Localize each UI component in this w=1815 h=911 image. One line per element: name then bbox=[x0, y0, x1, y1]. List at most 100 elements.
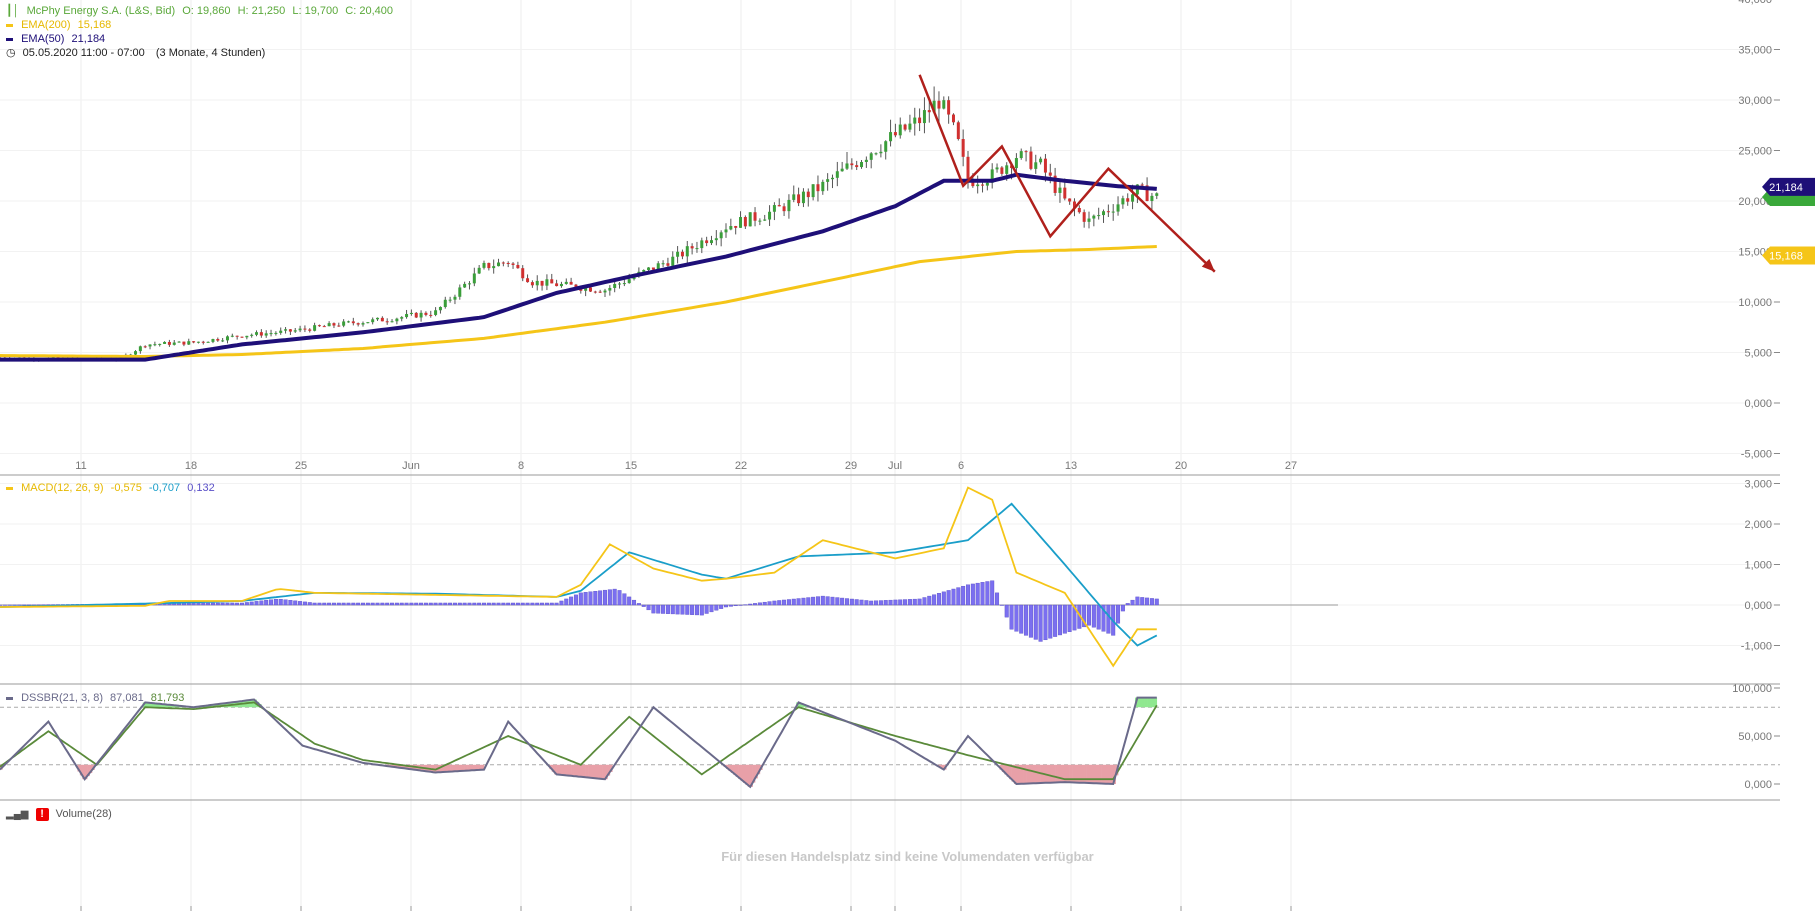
macd-histogram-bar bbox=[341, 602, 346, 606]
dssbr-oversold-fill bbox=[452, 764, 456, 772]
macd-histogram-bar bbox=[530, 602, 535, 606]
dssbr-overbought-fill bbox=[166, 704, 170, 708]
dssbr-overbought-fill bbox=[1154, 697, 1158, 708]
candle-body bbox=[1063, 187, 1067, 199]
candle-body bbox=[1121, 198, 1125, 205]
candle-body bbox=[966, 156, 970, 182]
candle-body bbox=[613, 284, 617, 288]
candle-body bbox=[579, 288, 583, 291]
dssbr-oversold-fill bbox=[755, 764, 758, 779]
dssbr-oversold-fill bbox=[607, 764, 611, 776]
macd-histogram-bar bbox=[482, 602, 487, 606]
dssbr-oversold-fill bbox=[479, 764, 482, 770]
candle-body bbox=[927, 110, 931, 113]
candle-body bbox=[264, 333, 268, 336]
macd-histogram-bar bbox=[225, 602, 230, 606]
macd-histogram-bar bbox=[361, 602, 366, 606]
dssbr-oversold-fill bbox=[733, 764, 736, 775]
dssbr-oversold-fill bbox=[394, 764, 398, 768]
macd-histogram-bar bbox=[927, 595, 932, 606]
candle-body bbox=[163, 341, 167, 344]
candle-body bbox=[608, 287, 612, 291]
dssbr-oversold-fill bbox=[585, 764, 589, 778]
macd-histogram-bar bbox=[1096, 604, 1101, 630]
legend-ema200: EMA(200) 15,168 bbox=[6, 18, 397, 32]
candle-body bbox=[366, 322, 370, 324]
dssbr-oversold-fill bbox=[602, 764, 606, 780]
legend-instrument: ┃│ McPhy Energy S.A. (L&S, Bid) O: 19,86… bbox=[6, 4, 397, 18]
candle-body bbox=[777, 205, 781, 207]
x-tick-label: 18 bbox=[185, 460, 197, 472]
macd-histogram-bar bbox=[1053, 604, 1058, 637]
candle-body bbox=[458, 287, 462, 297]
candle-body bbox=[690, 246, 694, 249]
macd-signal-line bbox=[0, 502, 1158, 647]
candle-body bbox=[322, 326, 326, 328]
macd-histogram-bar bbox=[1009, 604, 1014, 630]
macd-histogram-bar bbox=[399, 602, 404, 606]
candle-body bbox=[763, 219, 767, 221]
dssbr-overbought-fill bbox=[212, 704, 216, 708]
x-tick-label: 8 bbox=[518, 460, 524, 472]
candle-body bbox=[467, 283, 471, 285]
macd-histogram-bar bbox=[917, 598, 922, 606]
macd-histogram-bar bbox=[743, 604, 748, 606]
dssbr-oversold-fill bbox=[1064, 764, 1068, 783]
candle-body bbox=[187, 341, 191, 345]
candle-body bbox=[734, 226, 738, 228]
ema200-tag-bg bbox=[1762, 246, 1815, 265]
macd-histogram-bar bbox=[583, 592, 588, 606]
x-tick-label: 25 bbox=[295, 460, 307, 472]
candle-body bbox=[598, 291, 602, 293]
y-tick-label: 10,000 bbox=[1738, 297, 1772, 309]
macd-histogram-bar bbox=[331, 602, 336, 606]
candle-body bbox=[346, 321, 350, 323]
candle-body bbox=[521, 268, 525, 279]
candle-body bbox=[1048, 172, 1052, 176]
macd-histogram-bar bbox=[767, 601, 772, 606]
macd-histogram-bar bbox=[1038, 604, 1043, 642]
dssbr-oversold-fill bbox=[89, 764, 93, 774]
candle-body bbox=[1145, 185, 1149, 202]
ohlc-low: L: 19,700 bbox=[292, 5, 339, 17]
candle-body bbox=[429, 314, 433, 316]
dssbr-oversold-fill bbox=[79, 764, 83, 776]
dssbr-y-tick-label: 50,000 bbox=[1738, 731, 1772, 743]
dssbr-oversold-fill bbox=[566, 764, 569, 776]
dssbr-overbought-fill bbox=[1142, 697, 1145, 708]
candle-body bbox=[918, 117, 922, 124]
macd-histogram-bar bbox=[1140, 597, 1145, 606]
dssbr-signal-line bbox=[0, 701, 1158, 781]
dssbr-oversold-fill bbox=[476, 764, 480, 771]
dssbr-oversold-fill bbox=[941, 764, 945, 770]
dssbr-oversold-fill bbox=[1103, 764, 1107, 784]
macd-histogram-bar bbox=[1101, 604, 1106, 632]
macd-y-tick-label: 3,000 bbox=[1744, 479, 1772, 491]
price-panel bbox=[0, 74, 1216, 362]
candle-body bbox=[182, 341, 186, 345]
dssbr-oversold-fill bbox=[1086, 764, 1090, 784]
macd-histogram-bar bbox=[327, 602, 332, 606]
dssbr-oversold-fill bbox=[583, 764, 586, 778]
macd-histogram-bar bbox=[830, 596, 835, 606]
macd-histogram-bar bbox=[835, 597, 840, 606]
macd-histogram-bar bbox=[680, 604, 685, 615]
dssbr-oversold-fill bbox=[474, 764, 478, 771]
dssbr-overbought-fill bbox=[1149, 697, 1153, 708]
macd-y-tick-label: -1,000 bbox=[1741, 641, 1772, 653]
y-tick-label: 0,000 bbox=[1744, 398, 1772, 410]
candle-body bbox=[647, 267, 651, 271]
candle-body bbox=[840, 168, 844, 172]
candle-body bbox=[540, 280, 544, 286]
warning-icon[interactable]: ! bbox=[35, 808, 49, 821]
bar-chart-icon: ▂▄▆ bbox=[6, 809, 29, 820]
x-tick-label: 20 bbox=[1175, 460, 1187, 472]
dssbr-overbought-fill bbox=[210, 704, 214, 708]
candle-body bbox=[1005, 165, 1009, 174]
macd-histogram-bar bbox=[1033, 604, 1038, 640]
macd-histogram-bar bbox=[462, 602, 467, 606]
candle-body bbox=[985, 182, 989, 186]
dssbr-oversold-fill bbox=[752, 764, 756, 783]
candle-body bbox=[356, 323, 360, 325]
macd-histogram-bar bbox=[661, 604, 666, 614]
